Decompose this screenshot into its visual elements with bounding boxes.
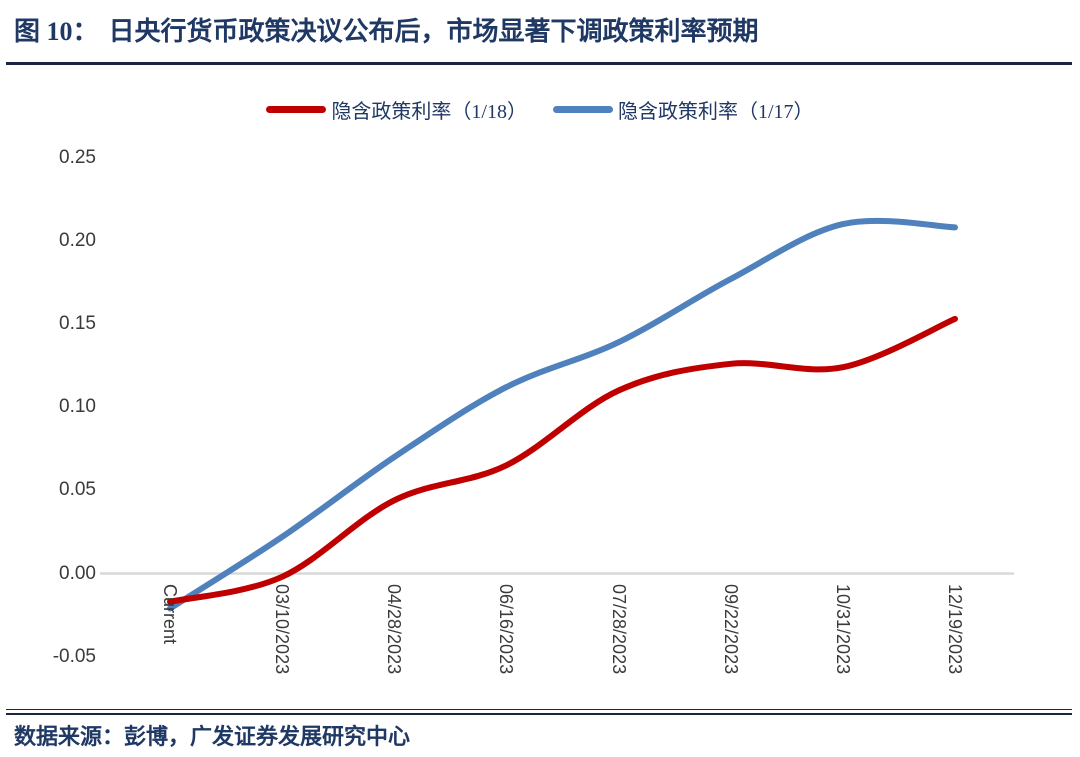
series-line-0 — [167, 315, 958, 605]
x-tick-label: 12/19/2023 — [945, 584, 965, 675]
red-line-swatch-icon — [266, 106, 327, 113]
y-tick-label: 0.05 — [59, 479, 96, 500]
x-tick-label: 07/28/2023 — [609, 584, 629, 675]
data-source-note: 数据来源：彭博，广发证券发展研究中心 — [14, 724, 411, 749]
title-divider-line — [6, 62, 1072, 65]
y-tick-label: -0.05 — [52, 646, 96, 667]
y-tick-label: 0.15 — [59, 313, 96, 334]
legend-label: 隐含政策利率（1/17） — [618, 101, 814, 123]
blue-line-swatch-icon — [553, 106, 613, 113]
chart-legend: 隐含政策利率（1/18） 隐含政策利率（1/17） — [0, 95, 1080, 124]
legend-item-implied-rate-0117: 隐含政策利率（1/17） — [553, 95, 814, 124]
footer-divider-line — [6, 709, 1072, 715]
y-tick-label: 0.20 — [59, 230, 96, 251]
series-line-1 — [167, 217, 958, 612]
figure-number: 图 10： — [14, 17, 99, 46]
y-tick-label: 0.10 — [59, 396, 96, 417]
y-tick-label: 0.25 — [59, 147, 96, 168]
x-tick-label: 04/28/2023 — [384, 584, 404, 675]
x-tick-label: 03/10/2023 — [272, 584, 292, 675]
legend-item-implied-rate-0118: 隐含政策利率（1/18） — [266, 95, 527, 124]
y-tick-label: 0.00 — [59, 563, 96, 584]
legend-label: 隐含政策利率（1/18） — [331, 101, 527, 123]
figure-title-text: 日央行货币政策决议公布后，市场显著下调政策利率预期 — [108, 17, 759, 46]
figure-title: 图 10： 日央行货币政策决议公布后，市场显著下调政策利率预期 — [14, 16, 759, 48]
x-tick-label: 06/16/2023 — [496, 584, 516, 675]
x-tick-label: Current — [160, 584, 180, 645]
x-tick-label: 09/22/2023 — [721, 584, 741, 675]
x-tick-label: 10/31/2023 — [833, 584, 853, 675]
